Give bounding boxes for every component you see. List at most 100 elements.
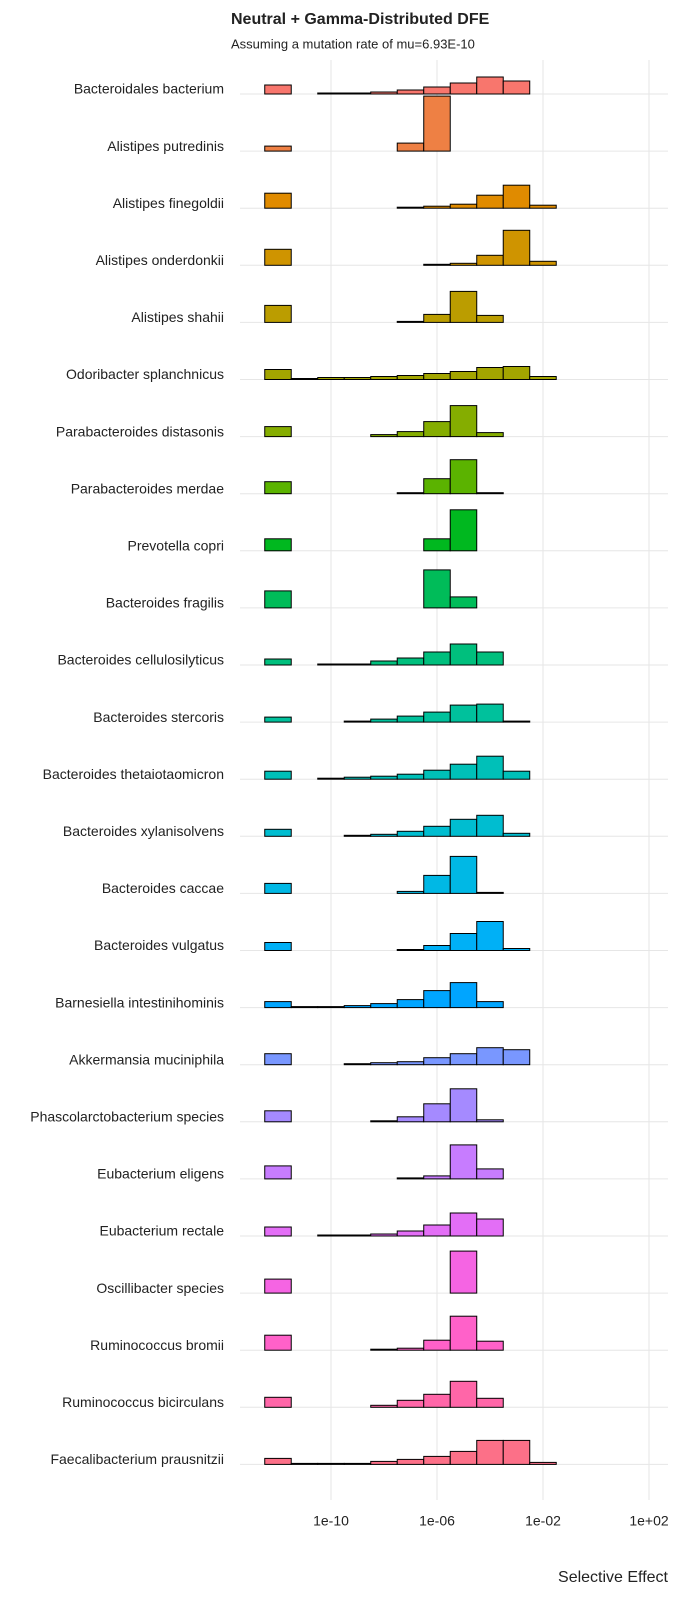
histogram-bar [343,1462,372,1465]
histogram-bar [449,82,478,95]
histogram-bar [264,658,292,666]
histogram-bar [476,367,504,380]
histogram-bar [264,1457,292,1465]
histogram-bar [264,590,292,609]
histogram-bar [396,142,425,152]
histogram-bar [449,509,478,552]
histogram-bar [396,773,425,780]
histogram-bar [264,145,292,152]
histogram-bar [423,711,451,723]
histogram-bar [370,91,398,95]
row-label: Akkermansia muciniphila [69,1051,224,1067]
row-label: Ruminococcus bicirculans [62,1394,224,1410]
histogram-bar [396,431,425,438]
histogram-bar [449,643,478,666]
histogram-bar [264,882,292,894]
histogram-bar [370,775,398,780]
histogram-bar [449,1250,478,1294]
histogram-bar [396,1061,425,1066]
histogram-bar [396,1230,425,1237]
histogram-bar [264,192,292,209]
histogram-bar [502,832,531,837]
histogram-bar [502,770,531,780]
histogram-bar [290,378,319,380]
row-label: Parabacteroides distasonis [56,423,224,439]
row-label: Bacteroides vulgatus [94,937,224,953]
histogram-bar [502,1439,531,1465]
row-label: Phascolarctobacterium species [30,1109,224,1125]
histogram-bar [396,949,425,951]
histogram-bar [423,825,451,837]
histogram-bar [396,492,425,495]
histogram-bar [423,1455,451,1465]
histogram-bar [264,1334,292,1351]
histogram-bar [476,194,504,209]
histogram-bar [264,1165,292,1180]
row-label: Bacteroides thetaiotaomicron [43,766,224,782]
x-axis-label: Selective Effect [558,1569,669,1586]
histogram-bar [423,1103,451,1123]
row-label: Ruminococcus bromii [90,1337,224,1353]
histogram-bar [396,320,425,323]
histogram-bar [370,1233,398,1237]
histogram-bar [423,95,451,152]
histogram-bar [502,229,531,266]
row-label: Alistipes finegoldii [113,195,224,211]
histogram-bar [529,376,557,380]
histogram-bar [502,80,531,95]
histogram-bar [423,1339,451,1351]
histogram-bar [343,377,372,380]
histogram-bar [396,1458,425,1465]
histogram-bar [317,377,345,380]
histogram-bar [423,478,451,495]
histogram-bar [370,833,398,837]
histogram-bar [423,651,451,666]
chart-subtitle: Assuming a mutation rate of mu=6.93E-10 [231,36,475,51]
histogram-bar [449,596,478,609]
histogram-bar [449,982,478,1009]
histogram-bar [264,248,292,266]
row-label: Oscillibacter species [96,1280,224,1296]
histogram-bar [396,715,425,723]
x-tick-label: 1e+02 [629,1513,669,1529]
histogram-bar [476,314,504,323]
histogram-bar [370,1120,398,1123]
histogram-bar [449,1315,478,1351]
row-label: Alistipes putredinis [107,138,224,154]
row-label: Prevotella copri [128,538,225,554]
histogram-bar [476,1047,504,1066]
histogram-bar [264,538,292,552]
histogram-bar [423,945,451,951]
histogram-bar [449,1144,478,1180]
histogram-bar [423,313,451,323]
histogram-bar [423,373,451,380]
histogram-bar [343,1063,372,1066]
histogram-bar [396,830,425,837]
histogram-bar [449,1088,478,1123]
histogram-bar [264,1053,292,1066]
histogram-bar [476,76,504,95]
histogram-bar [343,834,372,837]
histogram-bar [476,891,504,894]
histogram-bar [343,92,372,95]
histogram-bar [423,1057,451,1066]
histogram-bar [502,1049,531,1066]
histogram-bar [370,660,398,666]
row-label: Eubacterium rectale [99,1223,224,1239]
histogram-bar [476,814,504,837]
histogram-bar [343,776,372,780]
histogram-bar [290,1006,319,1009]
histogram-bar [476,1001,504,1009]
histogram-bar [449,459,478,495]
histogram-bar [449,1380,478,1408]
histogram-bar [264,84,292,95]
row-label: Alistipes onderdonkii [96,252,224,268]
histogram-bar [423,990,451,1009]
histogram-bar [449,704,478,723]
histogram-bar [370,1062,398,1066]
histogram-bar [317,1462,345,1465]
histogram-bar [423,769,451,780]
row-label: Faecalibacterium prausnitzii [50,1451,224,1467]
histogram-bar [343,663,372,666]
histogram-bar [476,1119,504,1123]
